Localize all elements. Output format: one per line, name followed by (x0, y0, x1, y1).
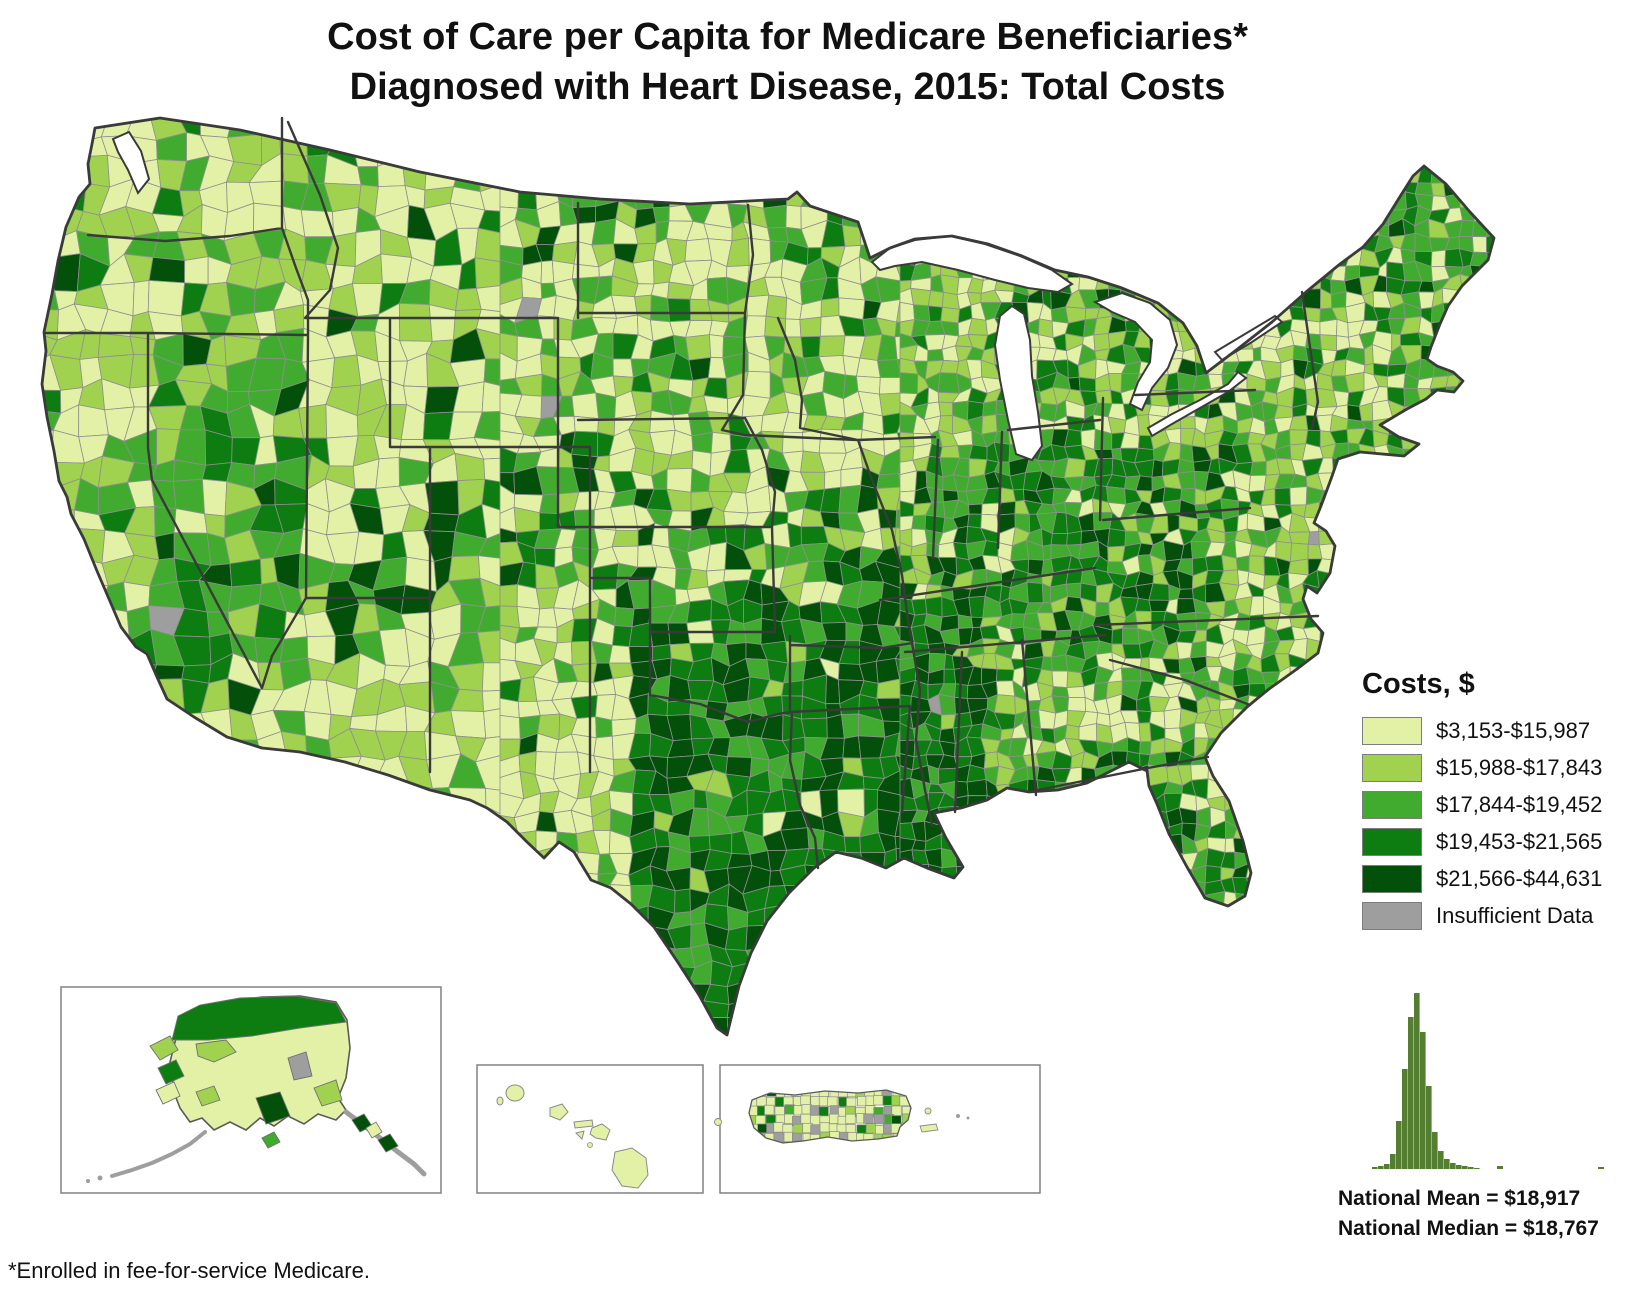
legend-swatch (1362, 865, 1422, 893)
national-stats: National Mean = $18,917 National Median … (1338, 1184, 1599, 1245)
footnote: *Enrolled in fee-for-service Medicare. (8, 1258, 370, 1283)
puerto-rico-inset (719, 1064, 1041, 1194)
hawaii-map (496, 1084, 649, 1189)
legend-label: $3,153-$15,987 (1436, 718, 1591, 743)
legend-label: Insufficient Data (1436, 903, 1594, 928)
legend-swatch (1362, 791, 1422, 819)
legend-swatch (1362, 902, 1422, 930)
legend-title: Costs, $ (1362, 668, 1475, 700)
us-outline (40, 116, 1496, 1037)
title-line-2: Diagnosed with Heart Disease, 2015: Tota… (349, 66, 1226, 109)
lake-shape (993, 304, 1044, 462)
legend-label: $15,988-$17,843 (1436, 755, 1603, 780)
legend-items: $3,153-$15,987 $15,988-$17,843 $17,844-$19… (1362, 717, 1632, 930)
hawaii-inset (476, 1064, 704, 1194)
national-median-label: National Median = $18,767 (1338, 1217, 1599, 1241)
state-borders (42, 116, 1320, 870)
legend-swatch (1362, 828, 1422, 856)
lake-shape (111, 130, 151, 195)
title-line-1: Cost of Care per Capita for Medicare Ben… (327, 16, 1248, 58)
legend-swatch (1362, 754, 1422, 782)
national-mean-label: National Mean = $18,917 (1338, 1187, 1581, 1210)
legend-item: $3,153-$15,987 (1362, 717, 1632, 745)
legend-item: $19,453-$21,565 (1362, 828, 1632, 856)
legend-item: $21,566-$44,631 (1362, 865, 1632, 893)
legend-label: $17,844-$19,452 (1436, 792, 1603, 817)
distribution-histogram (1372, 993, 1604, 1169)
legend-label: $19,453-$21,565 (1436, 829, 1603, 854)
lake-shape (1092, 291, 1179, 412)
legend-item: $15,988-$17,843 (1362, 754, 1632, 782)
alaska-inset (60, 986, 442, 1194)
page-title: Cost of Care per Capita for Medicare Ben… (0, 12, 1575, 112)
legend: Costs, $ $3,153-$15,987 $15,988-$17,843 $1… (1362, 668, 1632, 939)
legend-item: Insufficient Data (1362, 902, 1632, 930)
lake-shape (1146, 370, 1248, 438)
puerto-rico-map (749, 1090, 911, 1143)
legend-swatch (1362, 717, 1422, 745)
puerto-rico-islets (714, 1107, 970, 1133)
legend-item: $17,844-$19,452 (1362, 791, 1632, 819)
legend-label: $21,566-$44,631 (1436, 866, 1603, 891)
alaska-map (86, 995, 427, 1183)
